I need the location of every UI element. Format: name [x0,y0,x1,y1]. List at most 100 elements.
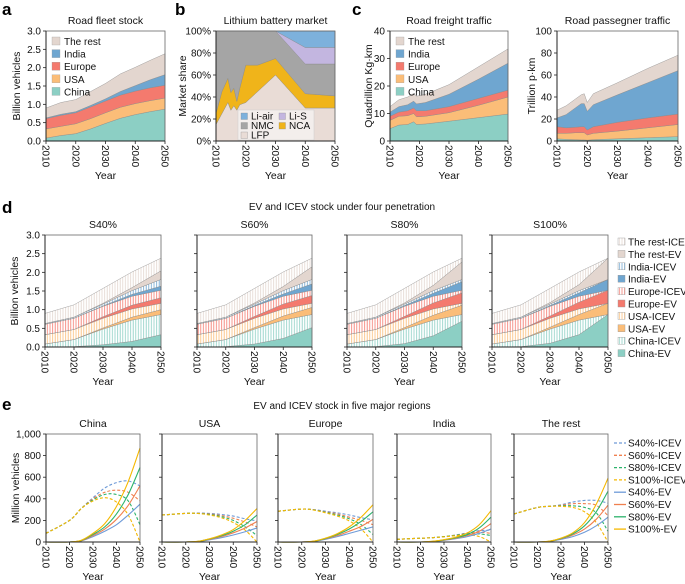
chart-e1: 0 200 400 600 800 1,000 2010 2020 2030 2040 2050 Ch… [10,418,145,583]
y-tick-label: 0.0 [26,343,40,354]
chart-d4: 2010 2020 2030 2040 2050 S100% Year The rest-IC… [486,219,685,388]
x-tick-label: 2050 [155,351,166,374]
y-tick-label: 80% [191,49,211,60]
x-tick-label: 2020 [414,546,425,569]
legend-swatch [240,122,248,130]
legend-label: India-ICEV [628,262,677,273]
legend-label: S40%-ICEV [628,439,682,450]
legend-swatch [617,324,626,332]
plot-frame [277,433,374,543]
y-tick-label: 20% [191,115,211,126]
legend: Li-air Li-S NMC NCA LFP [237,109,315,142]
x-tick-label: 2050 [602,351,613,374]
x-tick-label: 2030 [203,546,214,569]
x-tick-label: 2010 [551,145,562,168]
x-tick-label: 2020 [515,351,526,374]
panel-d-title: EV and ICEV stock under four penetration [249,202,435,213]
x-tick-label: 2030 [319,546,330,569]
chart-title: Lithium battery market [224,15,328,27]
x-tick-label: 2040 [110,546,121,569]
y-tick-label: 100 [535,27,552,38]
legend-swatch [617,262,626,270]
legend-label: USA [64,75,85,86]
y-tick-label: 800 [24,451,41,462]
y-tick-label: 200 [24,516,41,527]
y-tick-label: 100% [185,27,211,38]
y-tick-label: 400 [24,494,41,505]
x-tick-label: 2050 [306,351,317,374]
x-tick-label: 2040 [573,351,584,374]
panel-letter-b: b [175,0,185,19]
x-tick-label: 2010 [508,546,519,569]
x-axis-label: Year [539,376,561,388]
x-axis-label: Year [394,376,416,388]
x-axis-label: Year [550,571,572,583]
legend-label: S60%-ICEV [628,451,682,462]
legend-swatch [395,74,405,83]
x-tick-label: 2050 [456,351,467,374]
y-axis-label: Market share [177,55,189,116]
legend-label: S80%-ICEV [628,463,682,474]
y-tick-label: 20 [374,82,386,93]
legend-label: USA [408,75,429,86]
legend-swatch [617,275,626,283]
line-s80pct-ev [45,467,141,543]
x-tick-label: 2050 [251,546,262,569]
chart-d2: 2010 2020 2030 2040 2050 S60% Year [191,219,317,388]
x-axis-label: Year [92,376,114,388]
y-tick-label: 0% [197,137,212,148]
x-tick-label: 2040 [578,546,589,569]
x-tick-label: 2020 [69,145,80,168]
legend-label: China [408,87,435,98]
chart-title: India [433,418,456,430]
line-s60pct-icev [45,489,141,534]
y-tick-label: 2.0 [27,63,41,74]
chart-b: 0% 20% 40% 60% 80% 100% 2010 2020 2030 2040 2050 Li… [177,15,340,182]
x-tick-label: 2030 [97,351,108,374]
y-axis-label: Million vehicles [10,453,22,524]
x-axis-label: Year [265,170,287,182]
x-tick-label: 2010 [156,546,167,569]
line-s40pct-icev [45,480,141,534]
line-s40pct-icev [513,499,609,515]
legend-label: China-ICEV [628,337,681,348]
x-tick-label: 2040 [299,145,310,168]
y-tick-label: 0.5 [27,118,41,129]
legend-label: China-EV [628,349,671,360]
x-tick-label: 2010 [40,145,51,168]
x-tick-label: 2020 [295,546,306,569]
plot-frame [396,433,492,543]
x-tick-label: 2030 [611,145,622,168]
x-tick-label: 2040 [427,351,438,374]
y-tick-label: 1.5 [27,82,41,93]
x-tick-label: 2020 [179,546,190,569]
x-tick-label: 2030 [438,546,449,569]
legend-label: Europe [408,62,441,73]
x-axis-label: Year [607,170,629,182]
y-axis-label: Billion vehicles [9,257,21,326]
legend-swatch [240,112,248,120]
x-axis-label: Year [315,571,337,583]
line-s100pct-ev [513,478,609,543]
y-tick-label: 2.5 [27,45,41,56]
legend-swatch [617,287,626,295]
y-tick-label: 0 [546,137,552,148]
legend-label: LFP [251,131,270,142]
legend-label: S40%-EV [628,488,672,499]
x-tick-label: 2010 [40,546,51,569]
x-tick-label: 2010 [384,145,395,168]
chart-title: Europe [309,418,343,430]
legend-swatch [395,87,405,96]
chart-title: Road passegner traffic [565,15,670,27]
chart-title: China [79,418,107,430]
y-tick-label: 0.0 [27,137,41,148]
x-tick-label: 2040 [129,145,140,168]
legend-label: The rest [64,37,101,48]
x-tick-label: 2050 [672,145,683,168]
legend-label: S80%-EV [628,512,672,523]
x-tick-label: 2050 [485,546,496,569]
line-s80pct-ev [396,516,492,543]
